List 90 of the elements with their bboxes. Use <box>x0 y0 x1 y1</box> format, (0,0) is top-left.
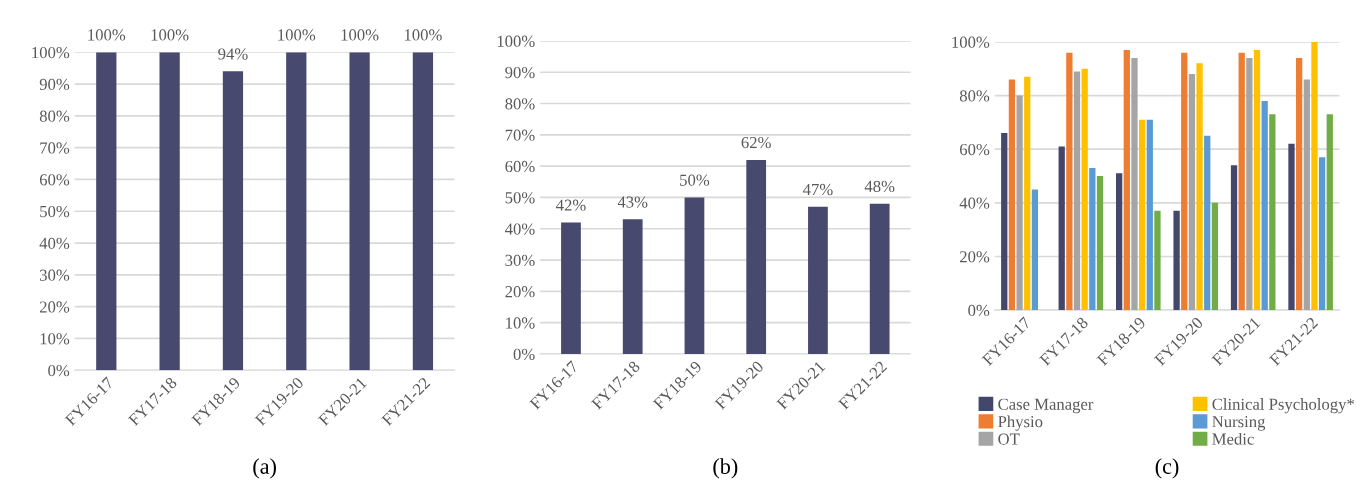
bar <box>1123 49 1130 311</box>
bar <box>1089 167 1096 311</box>
y-tick-label: 20% <box>960 251 990 263</box>
data-label: 100% <box>88 29 126 41</box>
data-label: 100% <box>404 29 442 41</box>
bar <box>1269 114 1276 311</box>
data-label: 100% <box>278 29 316 41</box>
bar <box>1188 74 1196 311</box>
data-label: 48% <box>864 180 895 193</box>
y-tick-label: 50% <box>40 205 70 218</box>
bar <box>1311 41 1318 311</box>
bar <box>1303 79 1310 311</box>
bar <box>1031 189 1039 311</box>
y-tick-label: 50% <box>505 192 535 204</box>
bar <box>1024 76 1031 311</box>
bar <box>1196 63 1203 311</box>
bar <box>1181 52 1188 311</box>
y-tick-label: 20% <box>39 301 70 313</box>
y-tick-label: 10% <box>506 317 535 329</box>
y-tick-label: 90% <box>39 78 70 91</box>
bar <box>622 219 643 354</box>
data-label: 100% <box>151 29 189 41</box>
y-tick-label: 60% <box>39 174 70 186</box>
y-tick-label: 60% <box>505 160 535 173</box>
bar <box>1238 52 1245 311</box>
y-tick-label: 80% <box>959 90 990 102</box>
y-tick-label: 0% <box>968 304 990 317</box>
bar <box>1211 202 1219 311</box>
bar <box>1001 133 1008 311</box>
legend-label: Medic <box>1212 432 1254 445</box>
legend-label: Nursing <box>1212 416 1266 431</box>
legend-label: Physio <box>998 415 1043 431</box>
y-tick-label: 40% <box>505 223 535 235</box>
bar <box>1173 210 1180 311</box>
y-tick-label: 70% <box>505 129 535 141</box>
data-label: 43% <box>617 196 648 208</box>
y-tick-label: 0% <box>513 348 535 360</box>
y-tick-label: 100% <box>497 35 535 47</box>
bar <box>1246 58 1253 311</box>
y-tick-label: 40% <box>39 237 70 250</box>
bar <box>808 206 828 354</box>
data-label: 47% <box>802 183 833 196</box>
y-tick-label: 10% <box>40 333 70 345</box>
bar <box>1096 176 1104 311</box>
y-tick-label: 80% <box>505 98 535 110</box>
y-tick-label: 20% <box>505 286 535 298</box>
bar <box>684 197 705 354</box>
data-label: 62% <box>741 136 771 149</box>
text: (c) <box>1155 458 1179 479</box>
bar <box>1318 157 1326 311</box>
bar <box>746 159 767 354</box>
y-tick-label: 30% <box>505 254 535 267</box>
legend-label: OT <box>998 433 1020 445</box>
bar <box>1081 68 1088 311</box>
bar <box>1288 143 1295 311</box>
bar <box>1058 146 1065 311</box>
bar <box>869 203 890 354</box>
y-tick-label: 100% <box>32 46 70 59</box>
bar <box>1138 119 1146 311</box>
y-tick-label: 0% <box>48 364 70 377</box>
bar <box>1230 165 1238 311</box>
text: (a) <box>253 458 276 479</box>
bar <box>561 222 581 354</box>
y-tick-label: 80% <box>39 110 70 122</box>
bar <box>1131 58 1138 311</box>
bar <box>1326 114 1333 311</box>
y-tick-label: 100% <box>952 36 990 48</box>
bar <box>1204 135 1211 311</box>
y-tick-label: 40% <box>959 197 990 209</box>
bar <box>1146 119 1153 311</box>
y-tick-label: 30% <box>40 269 70 281</box>
bar <box>1016 95 1023 311</box>
bar <box>1154 210 1161 311</box>
data-label: 50% <box>680 174 710 186</box>
bar <box>1253 49 1261 311</box>
bar <box>1008 79 1016 311</box>
data-label: 42% <box>556 199 586 211</box>
y-tick-label: 60% <box>959 143 990 156</box>
bar <box>1261 100 1268 311</box>
data-label: 94% <box>218 48 248 60</box>
legend-label: Clinical Psychology* <box>1212 398 1354 414</box>
y-tick-label: 90% <box>505 66 535 79</box>
bar <box>1116 173 1123 311</box>
bar <box>1073 71 1081 311</box>
y-tick-label: 70% <box>40 142 70 154</box>
legend-label: Case Manager <box>998 398 1094 414</box>
text: (b) <box>713 458 738 479</box>
bar <box>1296 58 1303 311</box>
data-label: 100% <box>341 29 379 41</box>
bar <box>1066 52 1073 311</box>
